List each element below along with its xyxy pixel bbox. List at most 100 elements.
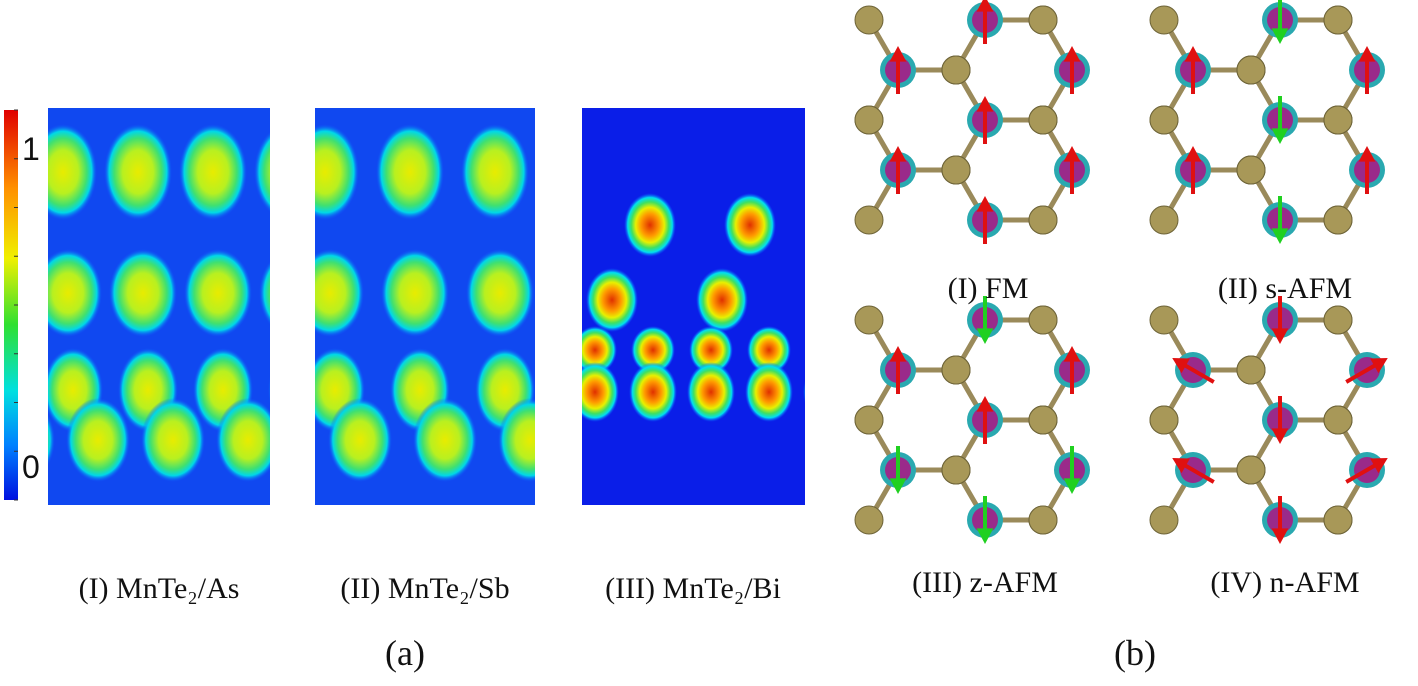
- config-caption: (IV) n-AFM: [1210, 566, 1359, 599]
- spin-arrow-head: [889, 46, 907, 62]
- spin-arrow-head: [889, 346, 907, 362]
- te-atom: [1236, 355, 1266, 385]
- spin-arrow-head: [976, 528, 994, 544]
- blob: [413, 398, 477, 482]
- te-atom: [854, 5, 884, 35]
- panel-label: (b): [1114, 633, 1156, 673]
- blob: [104, 124, 172, 220]
- spin-arrow-head: [1271, 428, 1289, 444]
- te-atom: [1028, 405, 1058, 435]
- blob: [461, 124, 529, 220]
- spin-arrow-head: [889, 478, 907, 494]
- blob: [629, 362, 677, 422]
- spin-arrow-head: [1370, 358, 1388, 374]
- config-caption: (II) s-AFM: [1218, 272, 1352, 305]
- blob: [268, 374, 270, 406]
- te-atom: [854, 305, 884, 335]
- density-map: [315, 108, 535, 505]
- blob: [582, 326, 617, 374]
- te-atom: [1028, 305, 1058, 335]
- spin-arrow-head: [1271, 328, 1289, 344]
- spin-arrow-head: [1063, 346, 1081, 362]
- maps: [48, 108, 849, 505]
- blob: [747, 326, 791, 374]
- te-atom: [1028, 5, 1058, 35]
- map-caption: (I) MnTe₂/As: [79, 572, 240, 605]
- spin-arrow-head: [1271, 28, 1289, 44]
- spin-arrow-head: [889, 146, 907, 162]
- blob: [48, 124, 97, 220]
- colorbar-min: 0: [22, 449, 40, 485]
- blob: [687, 362, 735, 422]
- te-atom: [1323, 505, 1353, 535]
- te-atom: [1149, 5, 1179, 35]
- blob: [259, 260, 270, 326]
- blob: [745, 362, 793, 422]
- blob: [66, 398, 130, 482]
- blob: [109, 249, 177, 337]
- map-caption: (II) MnTe₂/Sb: [340, 572, 509, 605]
- te-atom: [941, 455, 971, 485]
- blob: [141, 398, 205, 482]
- te-atom: [854, 505, 884, 535]
- lattices: [854, 0, 1388, 544]
- te-atom: [1028, 205, 1058, 235]
- spin-arrow-head: [1172, 358, 1190, 374]
- spin-arrow-head: [1358, 46, 1376, 62]
- blob: [582, 362, 619, 422]
- spin-arrow-head: [1063, 478, 1081, 494]
- blob: [805, 326, 849, 374]
- te-atom: [854, 405, 884, 435]
- spin-arrow-head: [976, 328, 994, 344]
- blob: [315, 124, 359, 220]
- te-atom: [1236, 155, 1266, 185]
- density-map: [582, 108, 849, 505]
- te-atom: [1149, 305, 1179, 335]
- te-atom: [1149, 405, 1179, 435]
- te-atom: [1236, 455, 1266, 485]
- map-caption: (III) MnTe₂/Bi: [605, 572, 781, 605]
- config-caption: (III) z-AFM: [912, 566, 1058, 599]
- spin-arrow-shaft: [1345, 362, 1379, 384]
- te-atom: [1323, 305, 1353, 335]
- blob: [803, 380, 805, 404]
- te-atom: [1149, 205, 1179, 235]
- blob: [586, 268, 638, 332]
- spin-arrow-shaft: [1181, 462, 1215, 484]
- config-caption: (I) FM: [948, 272, 1029, 305]
- te-atom: [1028, 105, 1058, 135]
- spin-arrow-head: [1063, 146, 1081, 162]
- blob: [328, 398, 392, 482]
- blob: [48, 413, 55, 467]
- spin-arrow-head: [976, 0, 994, 12]
- blob: [315, 249, 364, 337]
- spin-arrow-head: [1172, 458, 1190, 474]
- spin-arrow-head: [976, 96, 994, 112]
- spin-arrow-head: [1271, 528, 1289, 544]
- blob: [179, 124, 247, 220]
- blob: [376, 124, 444, 220]
- te-atom: [854, 105, 884, 135]
- panel-label: (a): [385, 633, 425, 673]
- spin-arrow-head: [976, 396, 994, 412]
- spin-arrow-shaft: [1181, 362, 1215, 384]
- colorbar-max: 1: [22, 131, 40, 167]
- spin-arrow-head: [1063, 46, 1081, 62]
- spin-arrow-shaft: [1345, 462, 1379, 484]
- te-atom: [1236, 55, 1266, 85]
- blob: [689, 326, 733, 374]
- blob: [254, 131, 270, 213]
- te-atom: [1149, 505, 1179, 535]
- te-atom: [1323, 405, 1353, 435]
- blob: [696, 268, 748, 332]
- spin-arrow-head: [1358, 146, 1376, 162]
- te-atom: [941, 355, 971, 385]
- blob: [48, 249, 102, 337]
- spin-arrow-head: [1184, 46, 1202, 62]
- blob: [724, 193, 776, 257]
- blob: [381, 249, 449, 337]
- blob: [466, 249, 534, 337]
- te-atom: [1149, 105, 1179, 135]
- blob: [184, 249, 252, 337]
